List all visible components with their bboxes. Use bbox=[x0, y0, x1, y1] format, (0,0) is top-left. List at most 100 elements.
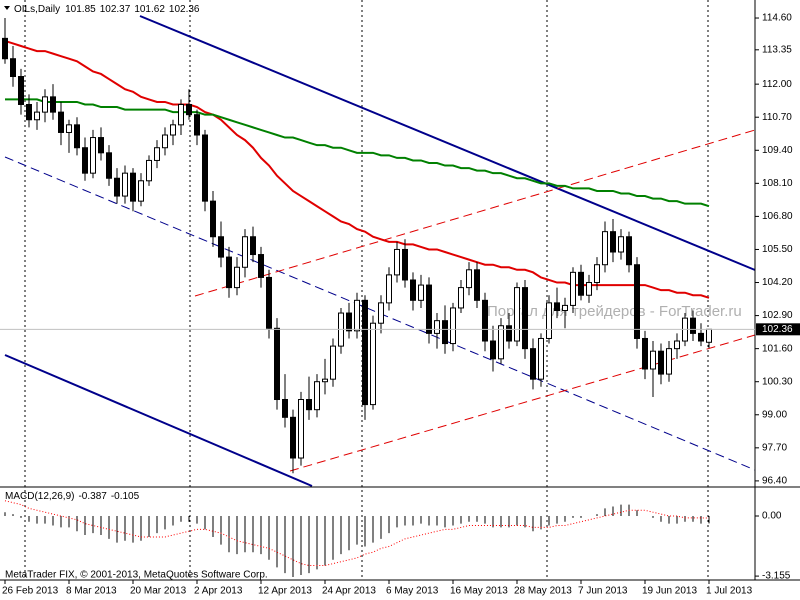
candle-body bbox=[690, 317, 696, 334]
x-tick-label: 19 Jun 2013 bbox=[642, 586, 697, 597]
candle-body bbox=[42, 96, 48, 113]
candle-body bbox=[586, 282, 592, 296]
low-value: 101.62 bbox=[134, 4, 165, 15]
candle-body bbox=[26, 103, 32, 121]
y-tick-label: 108.10 bbox=[762, 178, 793, 189]
y-tick-label: 104.20 bbox=[762, 277, 793, 288]
candle-body bbox=[226, 256, 232, 289]
candle-body bbox=[514, 287, 520, 342]
candle-body bbox=[442, 320, 448, 345]
candle-body bbox=[34, 111, 40, 121]
candle-body bbox=[314, 381, 320, 411]
signal-value: -0.105 bbox=[111, 491, 140, 502]
x-tick-label: 8 Mar 2013 bbox=[66, 586, 117, 597]
open-value: 101.85 bbox=[65, 4, 96, 15]
candle-body bbox=[482, 299, 488, 342]
candle-body bbox=[90, 137, 96, 174]
x-tick-label: 20 Mar 2013 bbox=[130, 586, 187, 597]
candle-body bbox=[202, 134, 208, 202]
candle-body bbox=[298, 399, 304, 459]
menu-arrow[interactable] bbox=[4, 6, 10, 10]
candle-body bbox=[330, 345, 336, 380]
y-tick-label: 102.90 bbox=[762, 310, 793, 321]
candle-body bbox=[370, 322, 376, 406]
y-tick-label: 112.00 bbox=[762, 79, 792, 90]
candle-body bbox=[578, 271, 584, 296]
y-tick-label: 97.70 bbox=[762, 442, 787, 453]
candle-body bbox=[250, 236, 256, 256]
candle-body bbox=[610, 231, 616, 253]
candle-body bbox=[490, 340, 496, 360]
candle-body bbox=[274, 327, 280, 401]
candle-body bbox=[410, 279, 416, 301]
macd-value: -0.387 bbox=[78, 491, 107, 502]
candle-body bbox=[498, 325, 504, 360]
candle-body bbox=[170, 124, 176, 136]
high-value: 102.37 bbox=[100, 4, 131, 15]
candle-body bbox=[426, 284, 432, 334]
x-tick-label: 28 May 2013 bbox=[514, 586, 572, 597]
candle-body bbox=[634, 264, 640, 339]
y-tick-label: 106.80 bbox=[762, 211, 793, 222]
y-tick-label: 0.00 bbox=[762, 511, 782, 522]
y-tick-label: 113.35 bbox=[762, 44, 792, 55]
candle-body bbox=[530, 348, 536, 380]
candle-body bbox=[386, 274, 392, 304]
candle-body bbox=[354, 299, 360, 332]
candle-body bbox=[474, 269, 480, 301]
current-price-label: 102.36 bbox=[762, 324, 793, 335]
moving-average bbox=[5, 98, 710, 208]
candle-body bbox=[18, 76, 24, 105]
indicator-header: MACD(12,26,9) -0.387 -0.105 bbox=[5, 491, 140, 502]
candle-body bbox=[394, 248, 400, 276]
candle-body bbox=[418, 284, 424, 301]
candle-body bbox=[626, 236, 632, 266]
candle-body bbox=[146, 159, 152, 182]
candle-body bbox=[378, 302, 384, 324]
y-tick-label: 96.40 bbox=[762, 476, 787, 487]
candle-body bbox=[82, 147, 88, 174]
candle-body bbox=[66, 124, 72, 133]
candle-body bbox=[522, 287, 528, 350]
y-tick-label: -3.155 bbox=[762, 571, 791, 582]
candle-body bbox=[618, 236, 624, 253]
candle-body bbox=[562, 304, 568, 311]
indicator-title: MACD(12,26,9) bbox=[5, 491, 74, 502]
x-tick-label: 2 Apr 2013 bbox=[194, 586, 243, 597]
y-tick-label: 114.60 bbox=[762, 13, 792, 24]
candle-body bbox=[242, 236, 248, 268]
candle-body bbox=[258, 254, 264, 278]
candle-body bbox=[666, 348, 672, 375]
candle-body bbox=[362, 299, 368, 406]
candle-body bbox=[650, 350, 656, 370]
x-tick-label: 6 May 2013 bbox=[386, 586, 439, 597]
candle-body bbox=[266, 276, 272, 329]
trendline bbox=[4, 354, 313, 487]
candle-body bbox=[546, 302, 552, 339]
candle-body bbox=[106, 152, 112, 179]
candle-body bbox=[218, 236, 224, 258]
current-price-box bbox=[756, 323, 800, 336]
candle-body bbox=[130, 172, 136, 202]
candle-body bbox=[466, 269, 472, 289]
y-tick-label: 110.70 bbox=[762, 112, 792, 123]
candle-body bbox=[234, 266, 240, 289]
candle-body bbox=[290, 416, 296, 459]
y-tick-label: 100.30 bbox=[762, 376, 793, 387]
candle-body bbox=[282, 399, 288, 418]
signal-line bbox=[4, 500, 710, 567]
candle-body bbox=[538, 337, 544, 380]
candle-body bbox=[346, 312, 352, 332]
candle-body bbox=[450, 307, 456, 345]
candle-body bbox=[706, 328, 712, 343]
candle-body bbox=[642, 337, 648, 370]
candle-body bbox=[74, 124, 80, 149]
candle-body bbox=[98, 137, 104, 154]
y-tick-label: 109.40 bbox=[762, 145, 793, 156]
close-value: 102.36 bbox=[169, 4, 200, 15]
candle-body bbox=[322, 378, 328, 383]
candle-body bbox=[2, 37, 8, 60]
candle-body bbox=[506, 325, 512, 342]
y-tick-label: 105.50 bbox=[762, 244, 793, 255]
